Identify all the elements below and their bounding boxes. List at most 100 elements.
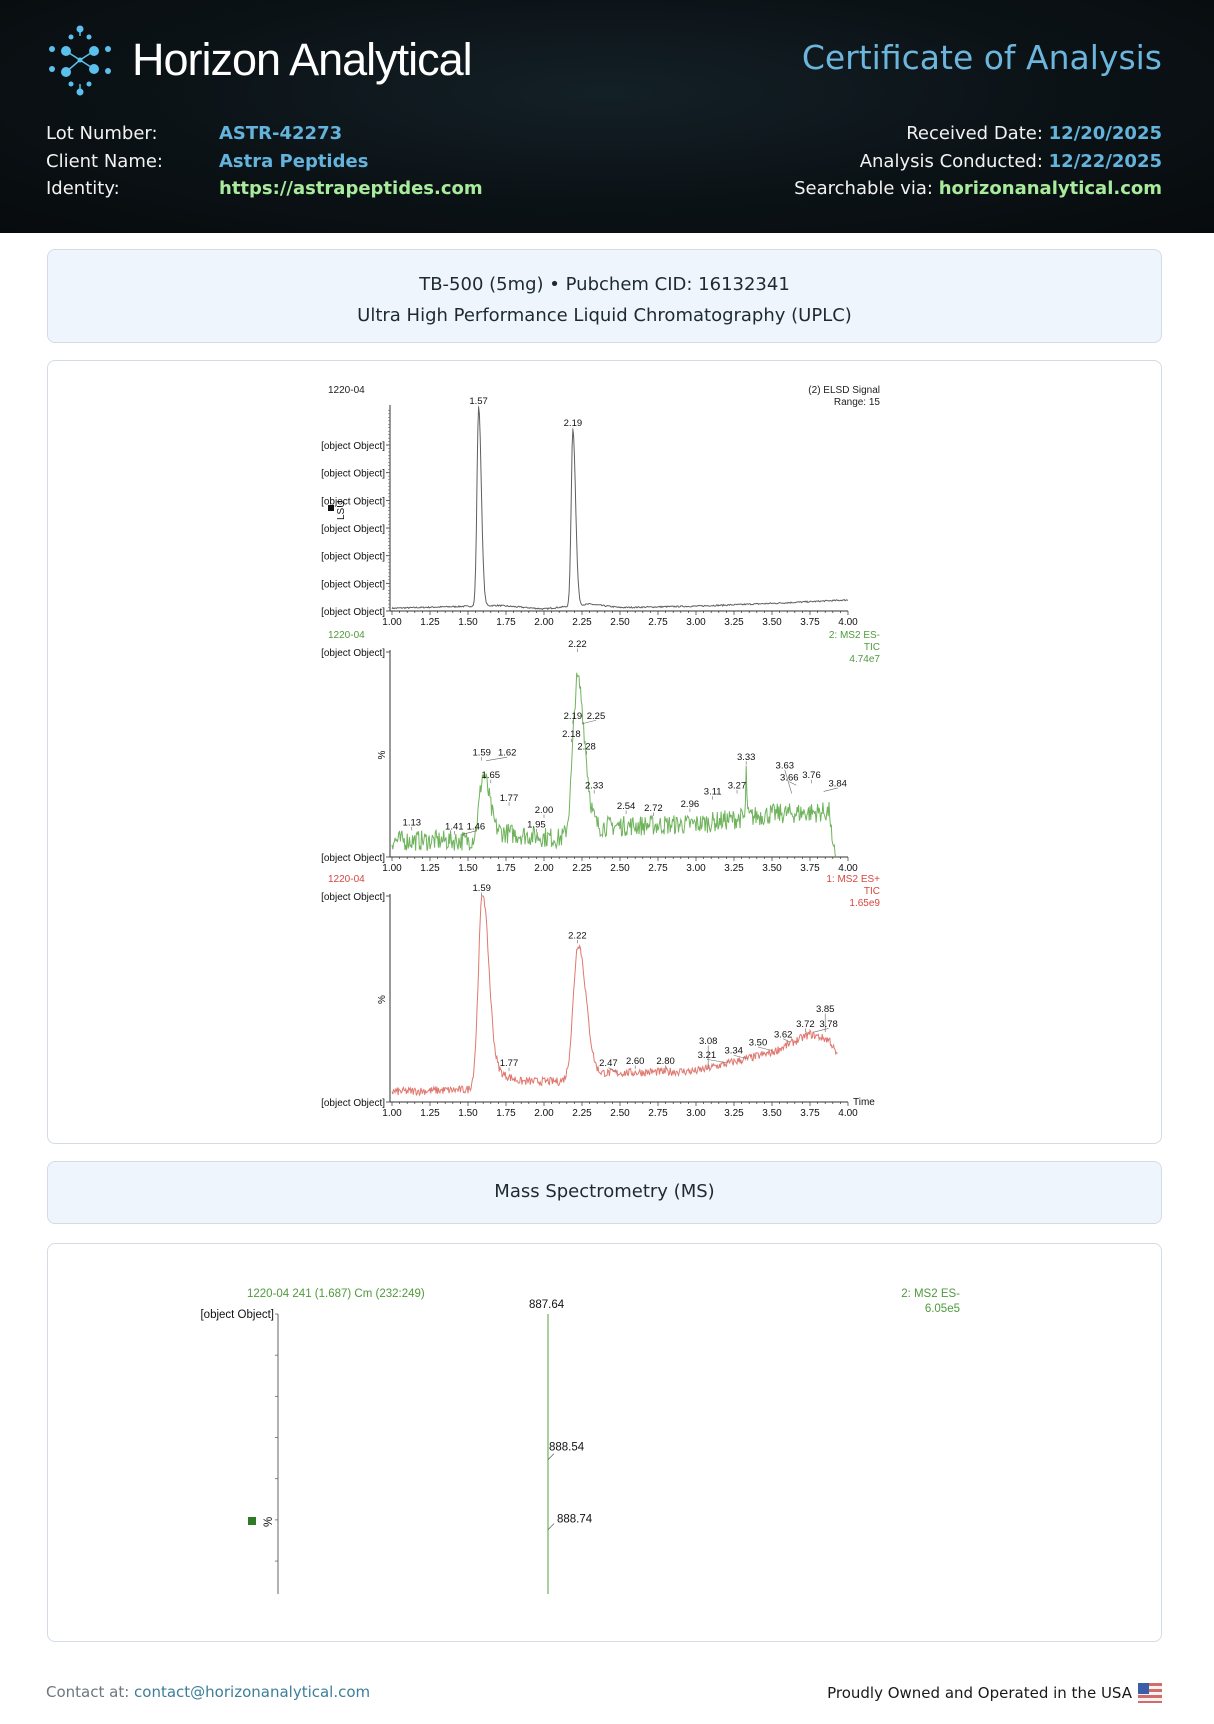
y-axis-label: % [377,995,388,1004]
peak-label: 3.66 [780,772,799,783]
peak-label: 1.46 [467,822,486,833]
x-tick-label: 1.50 [458,617,478,628]
legend-text: 2: MS2 ES- [829,630,880,641]
sample-info: Lot Number: ASTR-42273 Client Name: Astra … [46,120,483,203]
peak-label-leader [733,1054,748,1060]
peak-label-leader [823,787,838,792]
ms-y-tick-label: [object Object] [200,1309,274,1321]
x-tick-label: 1.00 [382,617,402,628]
y-tick-label: [object Object] [321,469,385,480]
x-tick-label: 1.50 [458,1108,478,1119]
certificate-header: Horizon Analytical Certificate of Analys… [0,0,1214,233]
peak-label: 2.00 [535,805,554,816]
peak-label: 2.25 [587,711,606,722]
legend-text: 1: MS2 ES+ [826,874,880,885]
contact-email-link[interactable]: contact@horizonanalytical.com [134,1683,371,1701]
peak-label: 2.96 [681,799,700,810]
legend-text: (2) ELSD Signal [808,385,880,396]
document-title: Certificate of Analysis [801,38,1162,77]
peak-label: 1.59 [472,748,491,759]
peak-label-leader [757,1046,773,1051]
x-tick-label: 2.50 [610,617,630,628]
x-tick-label: 2.25 [572,617,592,628]
peak-label: 3.62 [774,1029,793,1040]
peak-label: 1.13 [403,817,422,828]
peak-label-leader [461,830,476,835]
peak-label: 2.28 [577,742,596,753]
x-tick-label: 4.00 [838,1108,858,1119]
contact-line: Contact at: contact@horizonanalytical.co… [46,1683,370,1701]
peak-label-leader [581,719,597,725]
legend-text: TIC [864,886,880,897]
y-tick-label: [object Object] [321,853,385,864]
received-date-label: Received Date: [906,123,1043,144]
y-tick-label: [object Object] [321,496,385,507]
lot-number-label: Lot Number: [46,123,158,144]
x-tick-label: 3.00 [686,617,706,628]
peak-label: 3.63 [776,761,795,772]
peak-label: 3.33 [737,752,756,763]
x-tick-label: 1.25 [420,1108,440,1119]
ms-title: Mass Spectrometry (MS) [494,1181,715,1202]
y-tick-label: [object Object] [321,552,385,563]
y-axis-label: LSU [336,501,347,520]
peak-label-leader [814,1028,829,1033]
ylabel-marker-icon [328,505,334,511]
analysis-date-label: Analysis Conducted: [859,150,1043,172]
x-tick-label: 2.00 [534,863,554,874]
x-tick-label: 2.00 [534,1108,554,1119]
x-tick-label: 1.25 [420,863,440,874]
searchable-link[interactable]: horizonanalytical.com [938,178,1162,199]
peak-label: 2.33 [585,781,604,792]
peak-label-leader [486,756,508,761]
contact-label: Contact at: [46,1683,130,1701]
usa-text: Proudly Owned and Operated in the USA [827,1684,1132,1702]
uplc-title-box: TB-500 (5mg) • Pubchem CID: 16132341 Ult… [47,249,1162,343]
x-tick-label: 1.00 [382,1108,402,1119]
y-axis-label: % [377,751,388,760]
x-tick-label: 2.50 [610,863,630,874]
x-tick-label: 4.00 [838,863,858,874]
peak-label: 2.19 [564,711,583,722]
x-tick-label: 2.75 [648,1108,668,1119]
peak-label: 1.95 [527,819,546,830]
analysis-info: Received Date: 12/20/2025 Analysis Condu… [794,120,1162,203]
legend-text: 1.65e9 [849,898,880,909]
lot-number-value: ASTR-42273 [219,123,343,144]
peak-label: 2.72 [644,803,663,814]
identity-link[interactable]: https://astrapeptides.com [219,178,483,199]
ms-peak-leader [547,1523,555,1530]
ms-title-box: Mass Spectrometry (MS) [47,1161,1162,1224]
received-date-value: 12/20/2025 [1048,123,1162,144]
peak-label: 2.80 [656,1056,675,1067]
x-tick-label: 2.00 [534,617,554,628]
analysis-date-value: 12/22/2025 [1048,150,1162,172]
peak-label: 3.78 [819,1019,838,1030]
legend-text: Range: 15 [834,397,881,408]
peak-label: 3.34 [724,1046,743,1057]
peak-label: 3.85 [816,1004,835,1015]
horizon-logo-icon [49,25,111,96]
ylabel-marker-icon [248,1517,256,1525]
ms-legend-text: 6.05e5 [925,1303,960,1315]
peak-label-leader [706,1059,728,1064]
us-flag-icon [1138,1683,1162,1703]
x-tick-label: 3.25 [724,617,744,628]
x-axis-label: Time [853,1097,875,1108]
peak-label: 2.60 [626,1056,645,1067]
y-tick-label: [object Object] [321,579,385,590]
y-tick-label: [object Object] [321,892,385,903]
x-tick-label: 3.25 [724,863,744,874]
ms-title: 1220-04 241 (1.687) Cm (232:249) [247,1288,425,1300]
uplc-chart-box [47,360,1162,1144]
ms-legend-text: 2: MS2 ES- [901,1288,960,1300]
x-tick-label: 3.50 [762,617,782,628]
peak-label-leader [784,769,793,794]
peak-label: 1.62 [498,748,517,759]
y-tick-label: [object Object] [321,648,385,659]
x-tick-label: 2.25 [572,863,592,874]
peak-label: 1.65 [482,770,501,781]
peak-label: 1.41 [445,822,464,833]
chromatogram-trace [391,895,838,1097]
peak-label: 3.50 [749,1038,768,1049]
